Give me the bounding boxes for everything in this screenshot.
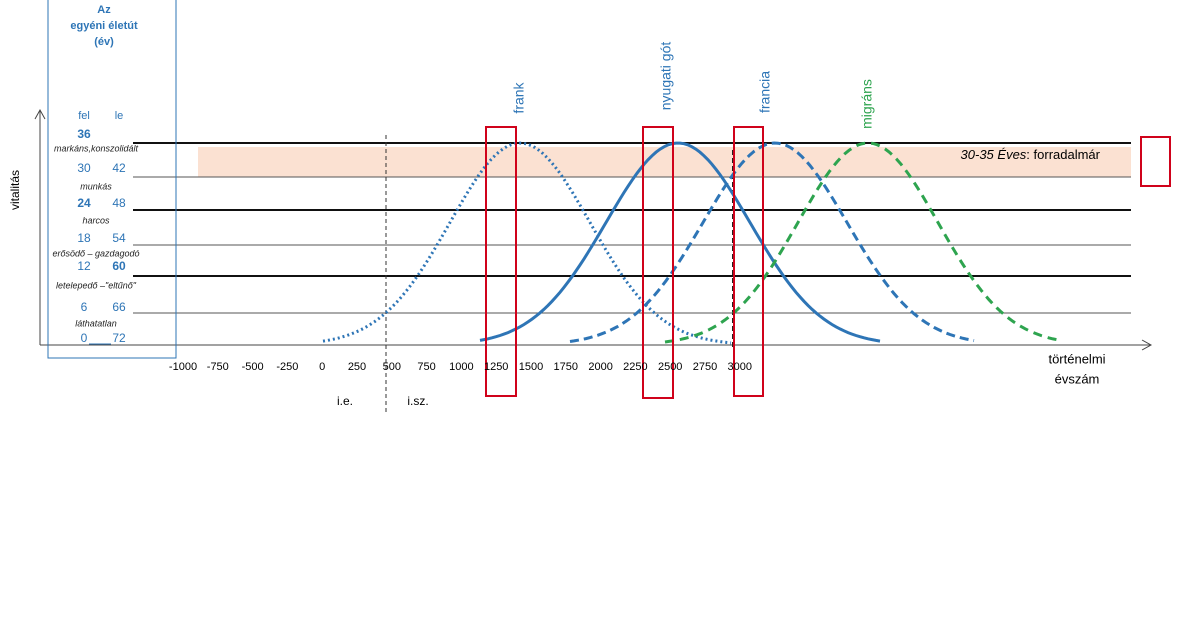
age: 60 [112,259,126,273]
x-tick-label: -750 [207,361,229,373]
stage: markáns,konszolidált [54,143,139,153]
curve [479,141,881,343]
x-tick-label: 2250 [623,361,647,373]
level-lines [133,142,1131,314]
panel-title: Az [97,4,111,16]
stage: erősödő – gazdagodó [52,248,139,258]
age: 66 [112,300,126,314]
x-axis-label: történelmi [1048,351,1105,366]
stage: munkás [80,181,112,191]
age: 18 [77,231,91,245]
x-tick-label: 750 [417,361,435,373]
age: 12 [77,259,91,273]
age: 6 [81,300,88,314]
x-tick-label: 1750 [554,361,578,373]
x-tick-label: 250 [348,361,366,373]
band [198,147,1131,177]
x-tick-label: -250 [276,361,298,373]
panel-title: egyéni életút [70,20,138,32]
x-tick-label: 3000 [728,361,752,373]
x-tick-label: 1000 [449,361,473,373]
x-arrow [1141,339,1153,351]
y-axis-label: vitalitás [8,170,22,210]
y-arrow [34,108,46,120]
stage: láthatatlan [75,318,117,328]
x-tick-label: 2500 [658,361,682,373]
age: 54 [112,231,126,245]
panel-text: Az egyéni életút (év) fel le 36 30 42 24 48 1… [52,4,139,345]
age: 48 [112,196,126,210]
col-header: fel [78,110,90,122]
highlight-box [1140,136,1171,187]
panel-title: (év) [94,36,114,48]
x-tick-label: 500 [383,361,401,373]
highlights [485,126,1171,399]
curve-label: nyugati gót [658,42,674,111]
age: 0 [81,331,88,345]
curves [322,141,1062,345]
era-label: i.sz. [407,394,428,408]
age: 42 [112,161,126,175]
panel [47,0,177,359]
stage: letelepedő –"eltűnő" [56,280,137,290]
x-tick-label: 1500 [519,361,543,373]
x-tick-label: -1000 [169,361,197,373]
col-header: le [115,110,124,122]
age: 72 [112,331,126,345]
band-text: : forradalmár [1026,147,1100,162]
stage: harcos [82,215,110,225]
curve [569,141,975,343]
curve-label: migráns [859,79,875,129]
x-axis-label: évszám [1055,371,1100,386]
age: 36 [77,127,91,141]
x-tick-label: 2750 [693,361,717,373]
age: 24 [77,196,91,210]
highlight-box [733,126,764,397]
band-age: 30-35 Éves [961,147,1027,162]
age: 30 [77,161,91,175]
curve-label: francia [757,71,773,113]
highlight-box [485,126,517,397]
x-tick-label: 0 [319,361,325,373]
x-tick-label: -500 [242,361,264,373]
band-label: 30-35 Éves: forradalmár [961,147,1101,162]
curve-label: frank [511,81,527,113]
highlight-box [642,126,674,399]
x-tick-label: 2000 [588,361,612,373]
x-tick-label: 1250 [484,361,508,373]
curve [664,141,1062,344]
era-label: i.e. [337,394,353,408]
